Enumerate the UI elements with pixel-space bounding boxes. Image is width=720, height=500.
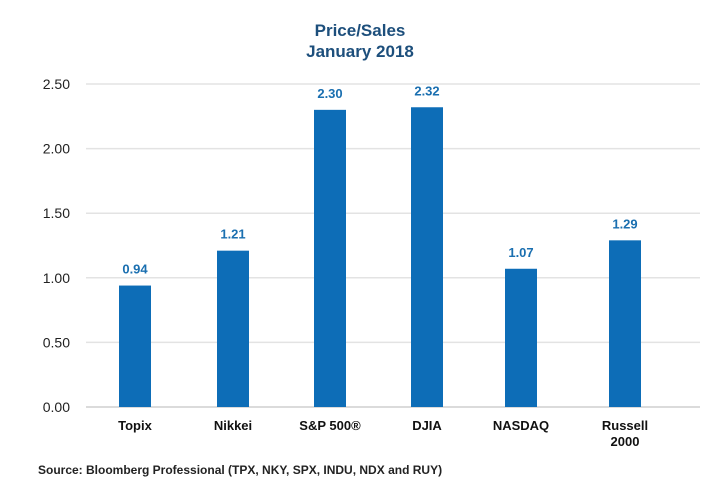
x-tick-label: Russell [602, 418, 648, 433]
y-tick-label: 2.00 [43, 141, 70, 157]
x-tick-label: S&P 500® [299, 418, 361, 433]
y-tick-label: 0.00 [43, 399, 70, 415]
bar [505, 268, 537, 407]
bar [314, 109, 346, 407]
x-tick-label: NASDAQ [493, 418, 549, 433]
bar [217, 250, 249, 407]
x-tick-label: Topix [118, 418, 152, 433]
bar [609, 240, 641, 407]
bar [119, 285, 151, 407]
y-tick-label: 1.50 [43, 205, 70, 221]
chart-title: Price/Sales [314, 21, 406, 40]
y-tick-label: 0.50 [43, 334, 70, 350]
chart-subtitle: January 2018 [306, 42, 414, 61]
y-tick-label: 2.50 [43, 76, 70, 92]
x-tick-label: Nikkei [214, 418, 252, 433]
data-label: 0.94 [122, 262, 148, 277]
data-label: 1.07 [508, 245, 533, 260]
data-label: 1.21 [220, 227, 245, 242]
source-note: Source: Bloomberg Professional (TPX, NKY… [38, 463, 443, 477]
data-label: 2.30 [317, 86, 342, 101]
x-tick-label: DJIA [412, 418, 442, 433]
x-tick-label: 2000 [611, 434, 640, 449]
data-label: 2.32 [414, 83, 439, 98]
bar [411, 107, 443, 408]
y-tick-label: 1.00 [43, 270, 70, 286]
data-label: 1.29 [612, 216, 637, 231]
